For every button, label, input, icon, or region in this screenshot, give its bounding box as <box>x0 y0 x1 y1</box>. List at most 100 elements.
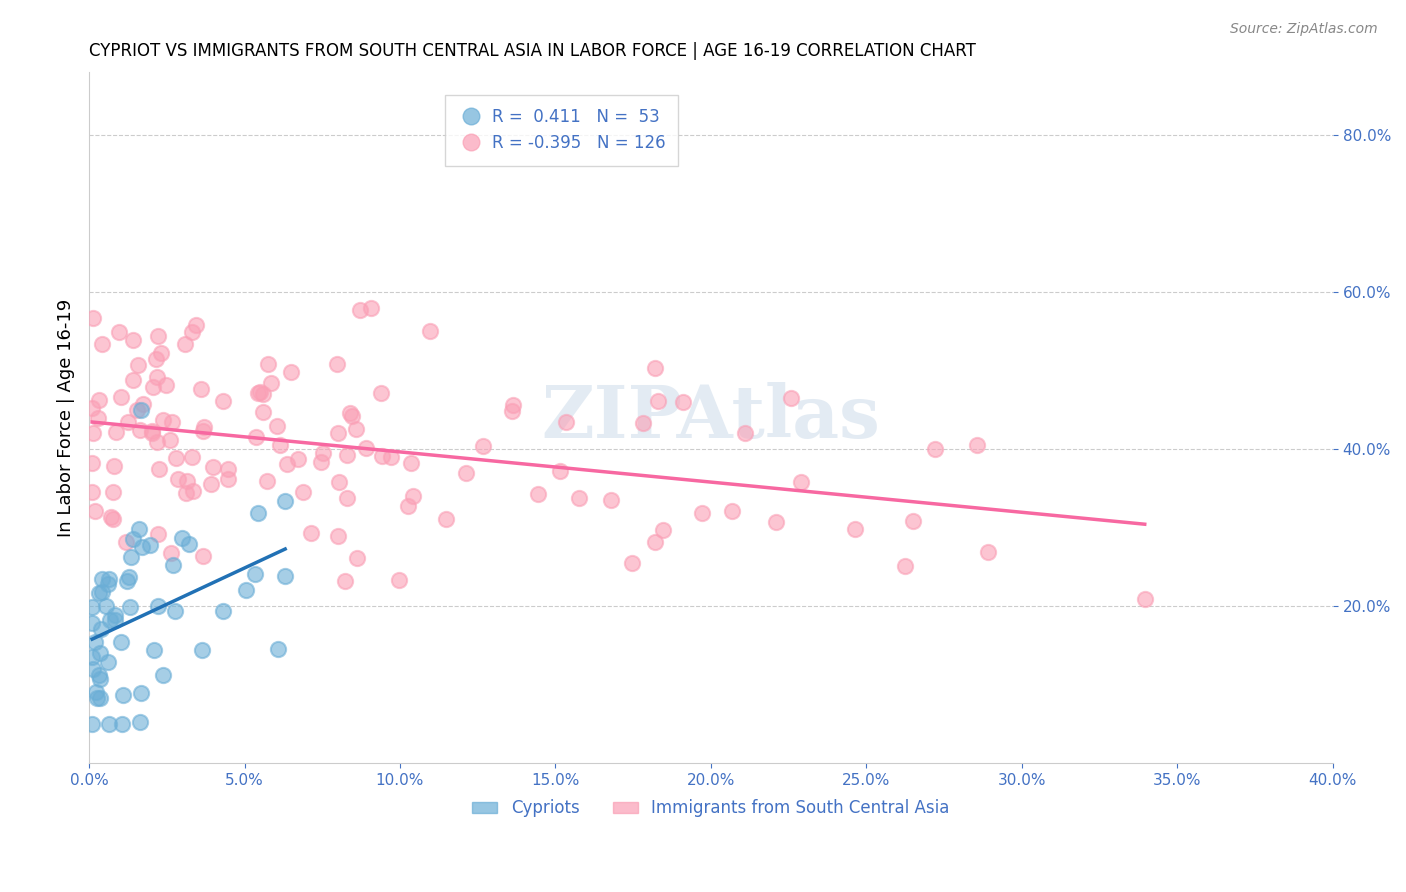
Point <box>97 577 120 591</box>
Text: CYPRIOT VS IMMIGRANTS FROM SOUTH CENTRAL ASIA IN LABOR FORCE | AGE 16-19 CORRELA: CYPRIOT VS IMMIGRANTS FROM SOUTH CENTRAL… <box>89 42 976 60</box>
Point <box>146 329 169 343</box>
Point <box>568 491 591 506</box>
Point <box>502 398 524 412</box>
Point <box>174 486 197 500</box>
Point <box>82 425 104 440</box>
Point <box>148 462 170 476</box>
Point <box>82 615 104 630</box>
Point <box>181 450 204 465</box>
Point <box>131 402 153 417</box>
Point <box>976 545 998 559</box>
Point <box>110 635 132 649</box>
Point <box>193 420 215 434</box>
Point <box>94 599 117 614</box>
Point <box>212 604 235 618</box>
Point <box>82 650 104 665</box>
Point <box>256 475 278 489</box>
Point <box>312 445 335 459</box>
Point <box>131 541 153 555</box>
Point <box>103 459 125 474</box>
Point <box>647 393 669 408</box>
Point <box>152 668 174 682</box>
Point <box>167 472 190 486</box>
Point <box>83 634 105 648</box>
Point <box>165 604 187 618</box>
Point <box>1133 592 1156 607</box>
Point <box>396 500 419 514</box>
Point <box>644 535 666 549</box>
Point <box>101 484 124 499</box>
Point <box>360 301 382 316</box>
Point <box>146 599 169 613</box>
Point <box>266 419 288 434</box>
Point <box>165 451 187 466</box>
Point <box>98 717 121 731</box>
Point <box>84 503 107 517</box>
Point <box>273 569 295 583</box>
Point <box>356 441 378 455</box>
Point <box>779 391 801 405</box>
Point <box>104 425 127 439</box>
Point <box>790 475 813 489</box>
Point <box>212 393 235 408</box>
Point <box>139 538 162 552</box>
Point <box>132 396 155 410</box>
Point <box>184 318 207 333</box>
Point <box>690 506 713 520</box>
Point <box>146 370 169 384</box>
Point <box>82 717 104 731</box>
Point <box>127 358 149 372</box>
Point <box>269 438 291 452</box>
Point <box>548 464 571 478</box>
Point <box>894 558 917 573</box>
Point <box>349 303 371 318</box>
Point <box>651 523 673 537</box>
Point <box>110 717 132 731</box>
Point <box>142 642 165 657</box>
Point <box>145 434 167 449</box>
Point <box>200 476 222 491</box>
Point <box>91 585 114 599</box>
Point <box>180 325 202 339</box>
Point <box>141 424 163 438</box>
Point <box>191 549 214 563</box>
Point <box>287 451 309 466</box>
Point <box>177 537 200 551</box>
Point <box>89 673 111 687</box>
Point <box>108 325 131 339</box>
Point <box>159 433 181 447</box>
Point <box>844 522 866 536</box>
Point <box>191 424 214 438</box>
Point <box>112 688 135 702</box>
Point <box>245 566 267 581</box>
Point <box>402 489 425 503</box>
Point <box>155 377 177 392</box>
Point <box>162 415 184 429</box>
Point <box>339 406 361 420</box>
Point <box>346 551 368 566</box>
Point <box>89 392 111 407</box>
Point <box>326 357 349 371</box>
Point <box>309 455 332 469</box>
Point <box>280 365 302 379</box>
Point <box>87 585 110 599</box>
Point <box>260 376 283 391</box>
Point <box>246 386 269 401</box>
Point <box>644 360 666 375</box>
Point <box>344 422 367 436</box>
Point <box>104 608 127 623</box>
Point <box>245 430 267 444</box>
Point <box>120 599 142 614</box>
Point <box>380 450 402 464</box>
Point <box>274 493 297 508</box>
Point <box>104 613 127 627</box>
Point <box>252 405 274 419</box>
Point <box>620 556 643 570</box>
Point <box>202 459 225 474</box>
Point <box>122 334 145 348</box>
Point <box>89 646 111 660</box>
Point <box>370 386 392 401</box>
Point <box>146 526 169 541</box>
Text: Source: ZipAtlas.com: Source: ZipAtlas.com <box>1230 22 1378 37</box>
Point <box>129 714 152 729</box>
